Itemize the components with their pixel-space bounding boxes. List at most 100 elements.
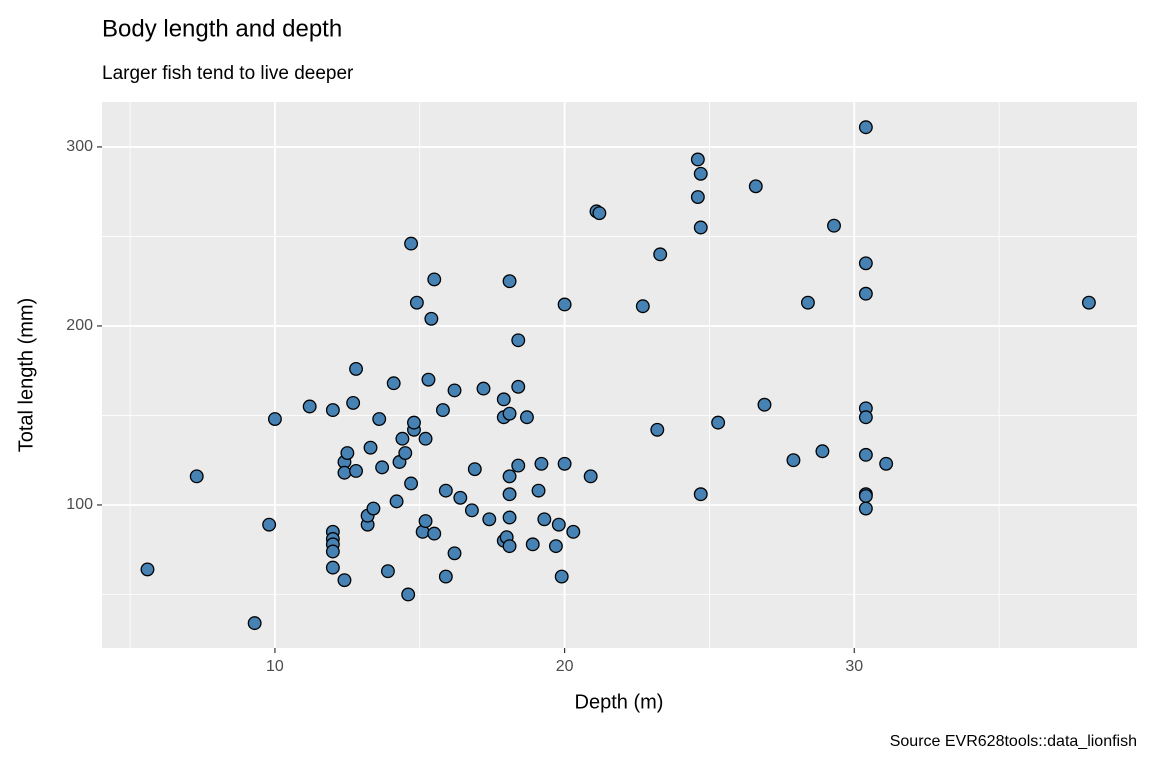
point	[650, 422, 665, 437]
x-tick-label: 20	[556, 658, 574, 675]
point	[693, 166, 708, 181]
point	[337, 465, 352, 480]
x-tick-label: 10	[266, 658, 284, 675]
point	[325, 403, 340, 418]
point	[395, 431, 410, 446]
point	[409, 295, 424, 310]
point	[511, 333, 526, 348]
point	[267, 412, 282, 426]
chart-subtitle: Larger fish tend to live deeper	[102, 63, 354, 84]
point	[786, 453, 801, 468]
point	[380, 564, 395, 579]
point	[386, 376, 401, 391]
point	[366, 501, 381, 516]
points	[140, 120, 1096, 631]
point	[476, 381, 491, 396]
point	[349, 361, 363, 376]
y-tick-label: 200	[66, 317, 93, 334]
point	[435, 403, 450, 418]
point	[404, 236, 419, 251]
point	[482, 512, 497, 527]
point	[519, 410, 534, 425]
point	[372, 412, 387, 426]
point	[693, 487, 708, 502]
point	[427, 272, 442, 287]
point	[554, 569, 569, 584]
point	[502, 274, 517, 289]
point	[325, 560, 340, 575]
point	[534, 456, 549, 471]
point	[531, 483, 546, 498]
point	[418, 431, 433, 446]
point	[502, 510, 517, 525]
point	[464, 503, 479, 518]
point	[325, 544, 340, 559]
point	[467, 462, 482, 477]
point	[557, 456, 572, 471]
point	[635, 299, 650, 314]
point	[340, 446, 355, 461]
point	[690, 152, 705, 167]
point	[566, 524, 581, 539]
point	[858, 489, 873, 503]
x-axis-title: Depth (m)	[575, 691, 664, 713]
point	[858, 410, 873, 425]
point	[548, 539, 563, 554]
point	[401, 587, 416, 602]
point	[511, 379, 526, 394]
point	[551, 517, 566, 532]
point	[421, 372, 436, 387]
point	[748, 179, 763, 194]
point	[653, 247, 668, 262]
point	[346, 395, 361, 410]
point	[337, 573, 352, 588]
point	[858, 256, 873, 271]
point	[858, 120, 873, 135]
point	[349, 464, 363, 478]
point	[404, 476, 419, 491]
point	[447, 546, 462, 561]
point	[511, 458, 526, 473]
panel	[102, 102, 1137, 648]
point	[407, 415, 421, 430]
point	[140, 562, 155, 577]
point	[247, 616, 262, 631]
y-axis-title: Total length (mm)	[15, 298, 37, 453]
caption: Source EVR628tools::data_lionfish	[890, 733, 1137, 750]
chart-title: Body length and depth	[102, 15, 342, 42]
point	[592, 206, 607, 221]
point	[858, 501, 873, 516]
point	[502, 406, 517, 421]
point	[398, 446, 413, 461]
point	[879, 456, 894, 471]
point	[525, 537, 540, 552]
point	[427, 526, 442, 541]
x-tick-label: 30	[845, 658, 863, 675]
point	[363, 440, 378, 455]
point	[502, 487, 517, 502]
point	[711, 415, 726, 430]
point	[447, 383, 462, 398]
point	[757, 397, 772, 412]
point	[537, 512, 552, 527]
point	[1081, 295, 1096, 310]
point	[557, 297, 572, 312]
point	[496, 392, 511, 407]
y-tick-label: 300	[66, 138, 93, 155]
point	[418, 514, 433, 529]
point	[302, 399, 317, 414]
point	[438, 569, 453, 584]
point	[815, 444, 830, 459]
point	[502, 539, 517, 554]
point	[858, 447, 873, 462]
point	[389, 494, 404, 509]
point	[424, 311, 439, 326]
point	[858, 286, 873, 301]
point	[583, 469, 598, 484]
point	[827, 218, 841, 233]
point	[438, 483, 453, 498]
point	[690, 190, 705, 205]
y-tick-label: 100	[66, 496, 93, 513]
